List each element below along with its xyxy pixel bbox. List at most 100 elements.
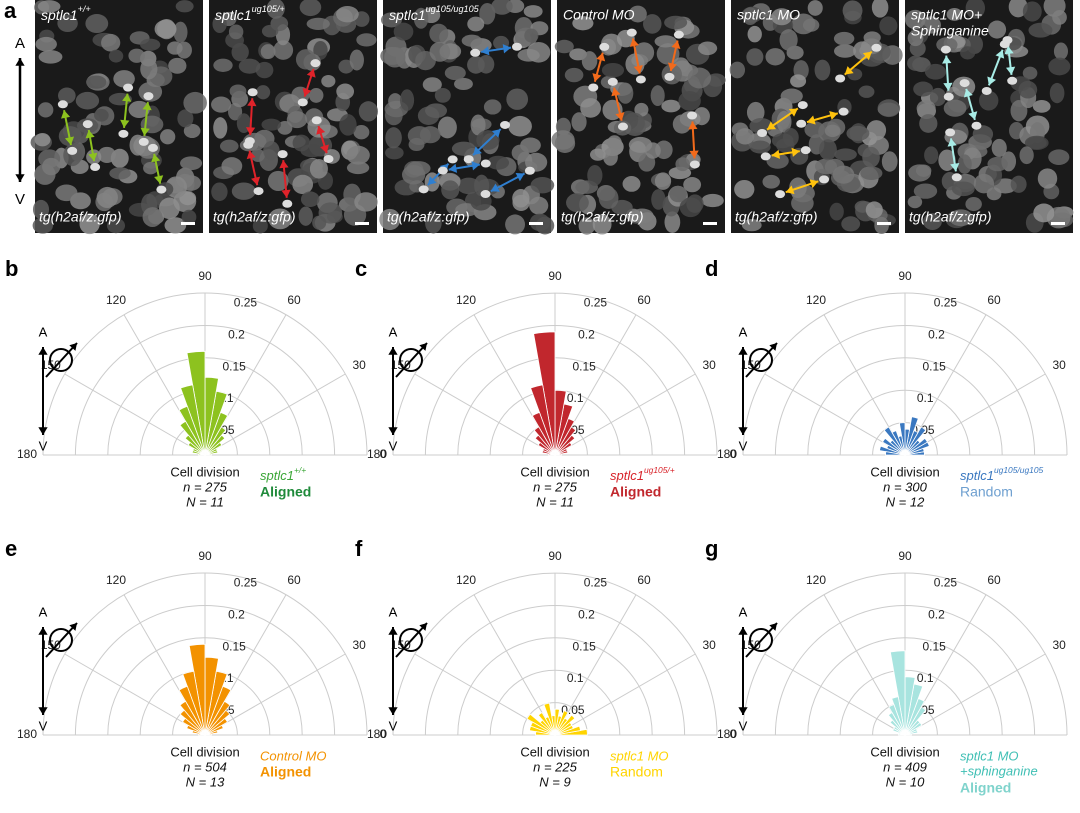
rose-wedge xyxy=(533,426,556,456)
angle-tick-label: 120 xyxy=(806,293,826,307)
nucleus xyxy=(511,144,529,161)
nucleus xyxy=(766,153,789,169)
dividing-cell xyxy=(971,121,982,130)
grid-spoke xyxy=(64,373,206,456)
label: sptlc1+/+ xyxy=(260,465,306,483)
angle-tick-label: 0 xyxy=(730,727,737,741)
dividing-cell xyxy=(90,163,101,172)
label-text: sptlc1 xyxy=(610,468,644,483)
arrow-head xyxy=(38,347,48,355)
caption: n = 275 xyxy=(183,479,228,494)
nucleus xyxy=(742,7,759,26)
dividing-cell xyxy=(999,40,1010,49)
r-tick-label: 0.15 xyxy=(922,639,946,653)
nucleus xyxy=(1049,82,1065,104)
label-line: +sphinganine xyxy=(960,763,1038,778)
nucleus xyxy=(841,216,861,232)
arrow-head xyxy=(769,623,777,631)
dividing-cell xyxy=(247,88,258,97)
nucleus xyxy=(802,18,820,32)
nucleus xyxy=(268,208,292,230)
micrograph-footer: tg(h2af/z:gfp) xyxy=(387,209,470,225)
nucleus xyxy=(554,39,574,54)
arrow-head xyxy=(738,707,748,715)
angle-tick-label: 120 xyxy=(456,573,476,587)
nucleus xyxy=(1048,57,1071,76)
arrow-head xyxy=(15,174,25,182)
nucleus xyxy=(75,91,100,110)
dividing-cell xyxy=(500,120,511,129)
nucleus xyxy=(508,115,532,137)
arrow-head xyxy=(88,152,98,162)
arrow-head xyxy=(943,82,953,91)
angle-tick-label: 60 xyxy=(987,293,1001,307)
nucleus xyxy=(765,48,786,66)
nucleus xyxy=(818,139,837,161)
arrow-head xyxy=(785,185,795,195)
angle-icon-line xyxy=(45,342,78,378)
nucleus xyxy=(512,189,530,208)
nucleus xyxy=(32,217,54,234)
r-tick-label: 0.2 xyxy=(928,607,945,621)
caption: N = 9 xyxy=(539,774,570,789)
nucleus xyxy=(782,128,799,147)
nucleus xyxy=(106,218,126,234)
nucleus xyxy=(779,29,798,51)
label: sptlc1ug105/ug105 xyxy=(960,465,1044,483)
nucleus xyxy=(881,151,898,172)
angle-tick-label: 90 xyxy=(548,549,562,563)
nucleus xyxy=(167,41,183,55)
nucleus xyxy=(1028,22,1053,38)
arrow-head xyxy=(767,121,777,130)
rose-wedge xyxy=(186,724,206,736)
nucleus xyxy=(35,36,57,52)
rose-wedge xyxy=(537,441,556,456)
arrow-head xyxy=(15,58,25,66)
nucleus xyxy=(212,15,227,33)
nucleus xyxy=(529,196,549,215)
arrow-head xyxy=(61,110,71,119)
arrow-head xyxy=(38,707,48,715)
dividing-cell xyxy=(511,42,522,51)
dividing-cell xyxy=(277,150,288,159)
r-tick-label: 0.1 xyxy=(567,391,584,405)
nucleus xyxy=(266,0,285,19)
label-line: Sphinganine xyxy=(911,23,989,39)
dividing-cell xyxy=(297,98,308,107)
nucleus xyxy=(879,16,898,36)
arrow-head xyxy=(481,46,490,56)
nucleus xyxy=(113,70,135,88)
label-text: sptlc1 xyxy=(41,7,78,23)
nucleus xyxy=(628,5,647,23)
nucleus xyxy=(566,193,589,213)
label-sup: ug105/ug105 xyxy=(426,4,480,14)
nuclei xyxy=(211,0,378,234)
nucleus xyxy=(607,135,622,151)
caption: N = 11 xyxy=(186,494,224,509)
arrow-head xyxy=(791,147,800,157)
nucleus xyxy=(824,124,841,138)
panel-label: b xyxy=(5,256,18,281)
nucleus xyxy=(804,121,826,138)
r-tick-label: 0.15 xyxy=(572,639,596,653)
axis-label: V xyxy=(739,438,748,453)
nucleus xyxy=(1026,136,1047,150)
nucleus xyxy=(1052,10,1067,25)
arrow-head xyxy=(769,343,777,351)
nucleus xyxy=(1010,175,1027,193)
nucleus xyxy=(400,89,415,112)
angle-tick-label: 0 xyxy=(380,727,387,741)
nucleus xyxy=(437,116,457,139)
label-text: sptlc1 xyxy=(389,7,426,23)
rose-wedge xyxy=(548,453,556,456)
dividing-cell xyxy=(447,155,458,164)
nucleus xyxy=(213,58,233,72)
micrograph-footer: tg(h2af/z:gfp) xyxy=(561,209,644,225)
arrow-head xyxy=(688,121,698,130)
rose-wedge xyxy=(178,405,206,456)
nucleus xyxy=(292,174,314,195)
scale-bar xyxy=(877,222,891,225)
rose-wedge xyxy=(187,441,206,456)
nucleus xyxy=(336,5,359,23)
angle-tick-label: 90 xyxy=(898,269,912,283)
